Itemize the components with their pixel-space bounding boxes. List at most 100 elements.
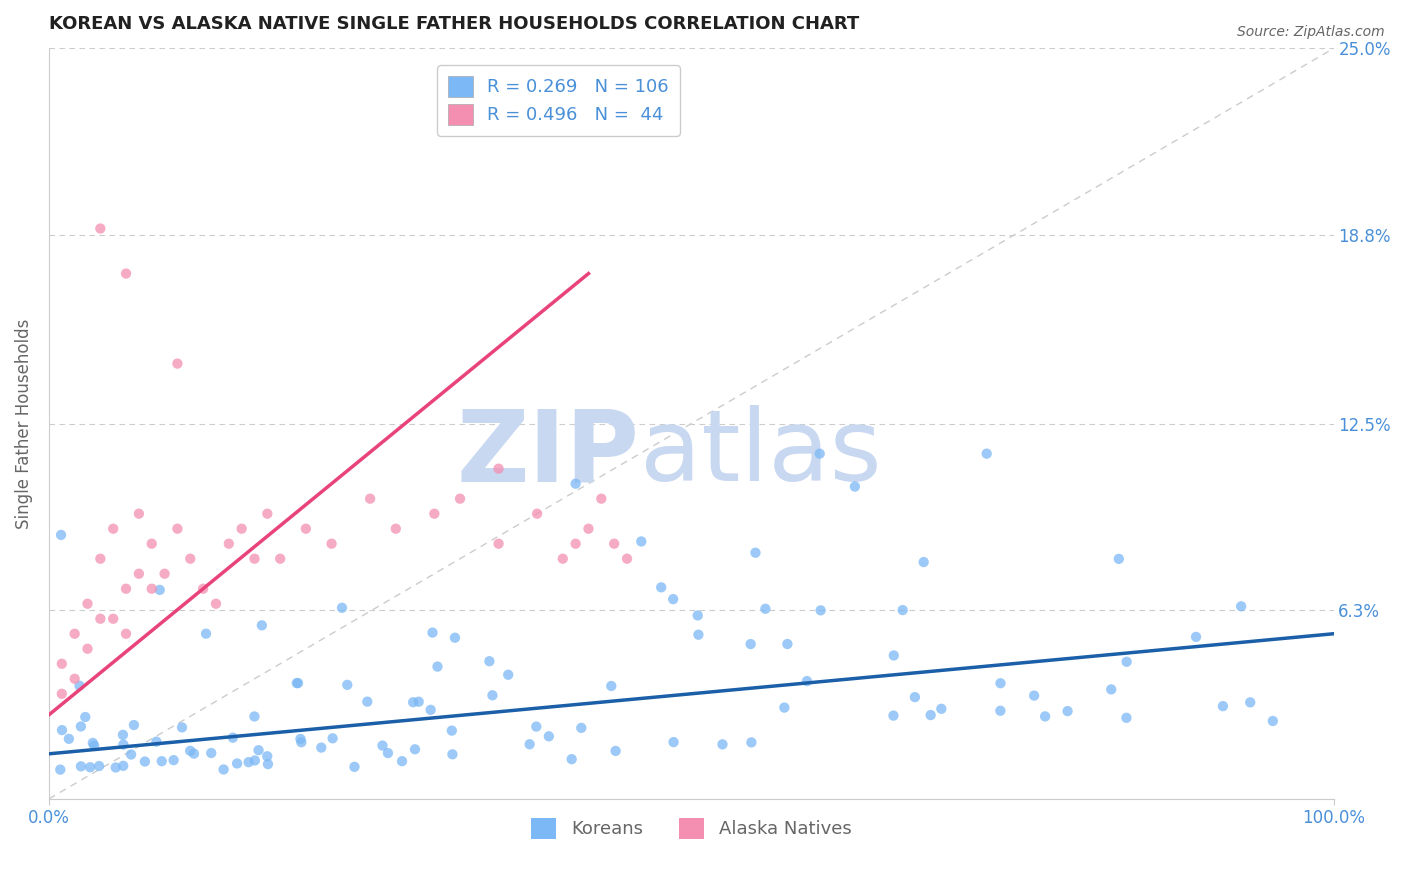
Point — [141, 537, 163, 551]
Text: Source: ZipAtlas.com: Source: ZipAtlas.com — [1237, 25, 1385, 39]
Point — [82, 736, 104, 750]
Point — [51, 657, 73, 671]
Point — [166, 522, 188, 536]
Point — [231, 522, 253, 536]
Point — [120, 747, 142, 762]
Point — [311, 740, 333, 755]
Point — [226, 756, 249, 771]
Point — [1261, 714, 1284, 728]
Point — [269, 551, 291, 566]
Point — [1185, 630, 1208, 644]
Point — [141, 582, 163, 596]
Point — [322, 731, 344, 746]
Point — [578, 522, 600, 536]
Point — [89, 551, 111, 566]
Point — [419, 703, 441, 717]
Legend: Koreans, Alaska Natives: Koreans, Alaska Natives — [524, 811, 859, 847]
Point — [79, 760, 101, 774]
Point — [356, 695, 378, 709]
Point — [63, 672, 86, 686]
Point — [744, 546, 766, 560]
Point — [444, 631, 467, 645]
Point — [1212, 699, 1234, 714]
Point — [426, 659, 449, 673]
Point — [616, 551, 638, 566]
Point — [112, 738, 135, 752]
Point — [287, 676, 309, 690]
Point — [1033, 709, 1056, 723]
Point — [179, 551, 201, 566]
Point — [1108, 552, 1130, 566]
Point — [149, 582, 172, 597]
Point — [920, 708, 942, 723]
Point — [605, 744, 627, 758]
Point — [112, 759, 135, 773]
Point — [603, 537, 626, 551]
Point — [377, 746, 399, 760]
Point — [195, 626, 218, 640]
Point — [591, 491, 613, 506]
Point — [243, 709, 266, 723]
Point — [103, 522, 125, 536]
Point — [49, 763, 72, 777]
Text: ZIP: ZIP — [457, 405, 640, 502]
Point — [440, 723, 463, 738]
Point — [212, 763, 235, 777]
Point — [844, 479, 866, 493]
Point — [191, 582, 214, 596]
Point — [134, 755, 156, 769]
Point — [69, 679, 91, 693]
Point — [402, 695, 425, 709]
Point — [773, 700, 796, 714]
Point — [883, 648, 905, 663]
Point — [408, 695, 430, 709]
Point — [256, 749, 278, 764]
Point — [89, 612, 111, 626]
Point — [103, 612, 125, 626]
Y-axis label: Single Father Households: Single Father Households — [15, 318, 32, 529]
Point — [569, 721, 592, 735]
Point — [904, 690, 927, 705]
Point — [1239, 695, 1261, 709]
Point — [89, 221, 111, 235]
Point — [256, 507, 278, 521]
Point — [551, 551, 574, 566]
Point — [115, 267, 138, 281]
Point — [179, 744, 201, 758]
Point — [51, 723, 73, 737]
Point — [686, 608, 709, 623]
Point — [200, 746, 222, 760]
Point — [104, 760, 127, 774]
Point — [76, 641, 98, 656]
Point — [70, 759, 93, 773]
Point — [238, 755, 260, 769]
Point — [519, 737, 541, 751]
Point — [796, 674, 818, 689]
Point — [128, 507, 150, 521]
Point — [488, 461, 510, 475]
Point — [115, 626, 138, 640]
Point — [990, 676, 1012, 690]
Point — [247, 743, 270, 757]
Point — [1024, 689, 1046, 703]
Point — [882, 708, 904, 723]
Point — [336, 678, 359, 692]
Point — [111, 728, 134, 742]
Point — [891, 603, 914, 617]
Point — [561, 752, 583, 766]
Point — [1115, 711, 1137, 725]
Point — [688, 628, 710, 642]
Point — [243, 551, 266, 566]
Point — [740, 637, 762, 651]
Point — [422, 625, 444, 640]
Point — [564, 476, 586, 491]
Point — [153, 566, 176, 581]
Point — [163, 753, 186, 767]
Point — [290, 731, 312, 746]
Point — [63, 626, 86, 640]
Point — [496, 667, 519, 681]
Point — [711, 737, 734, 751]
Point — [205, 597, 228, 611]
Point — [478, 654, 501, 668]
Point — [630, 534, 652, 549]
